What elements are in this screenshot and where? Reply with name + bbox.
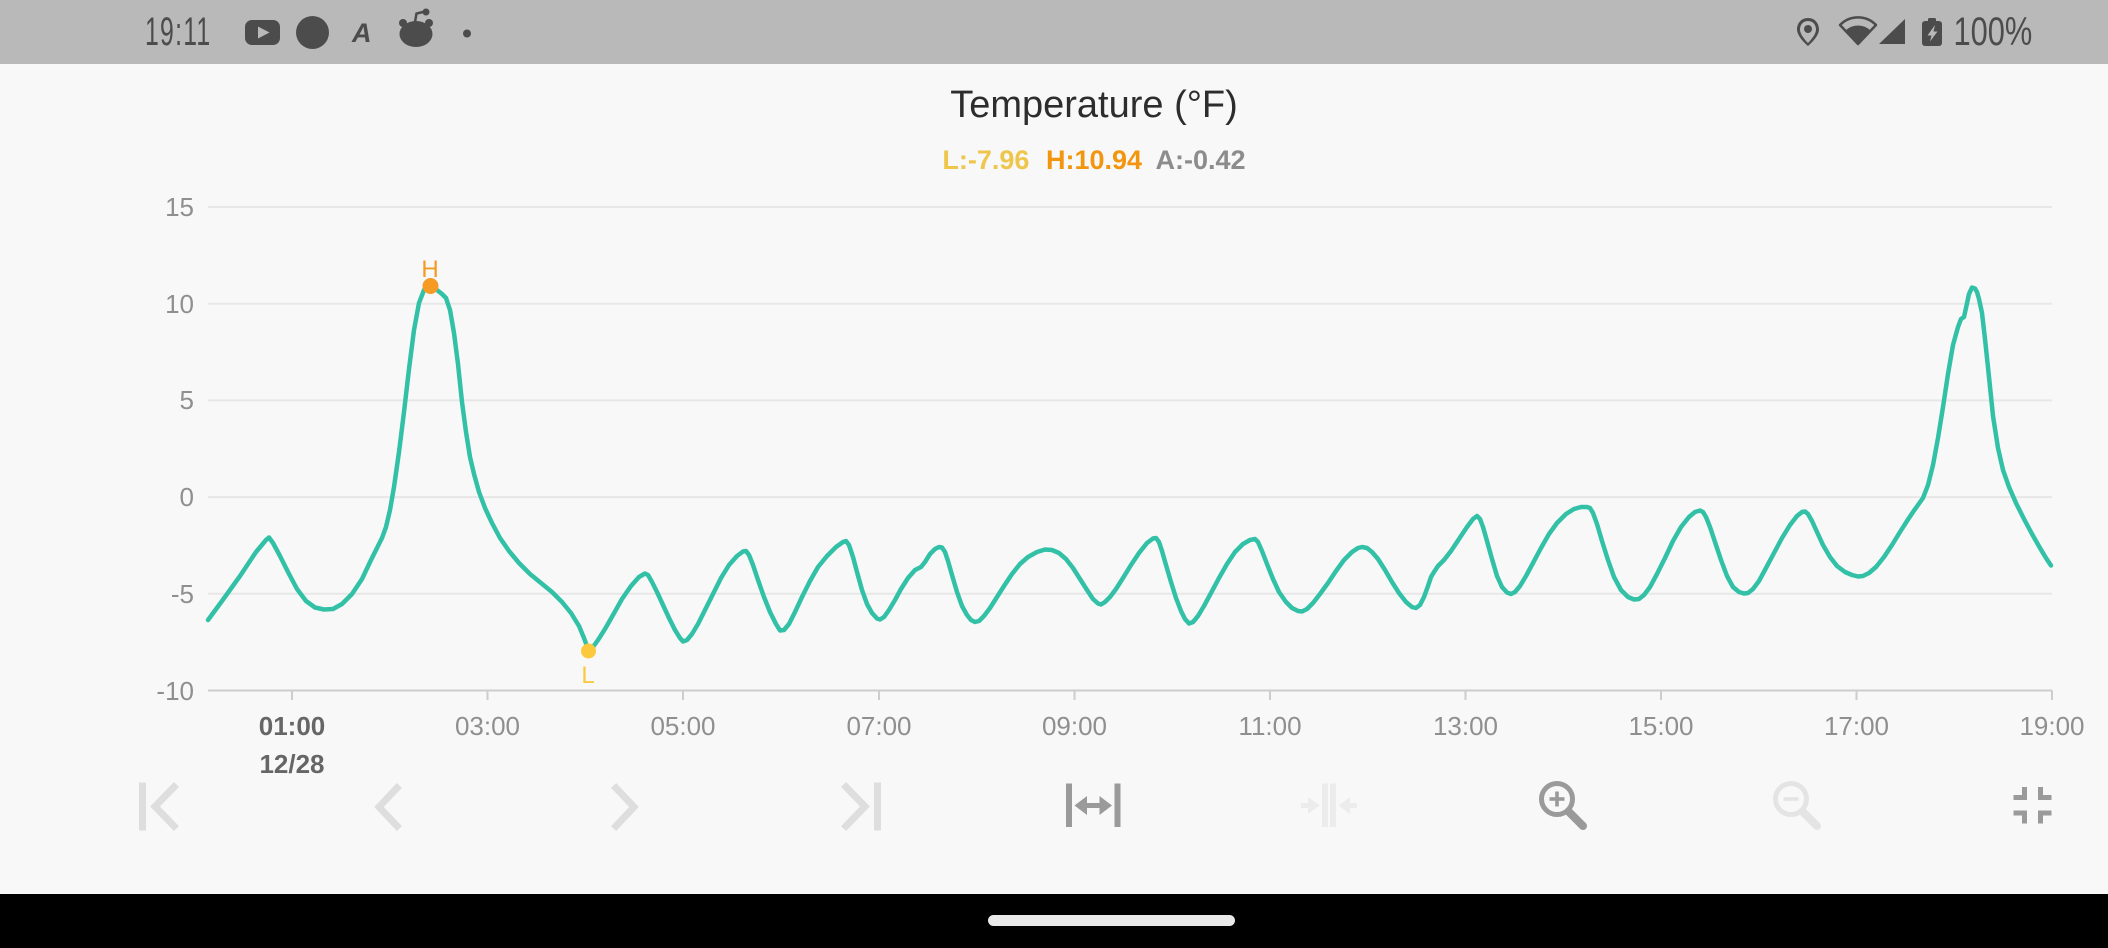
svg-text:A: A [351,18,372,48]
svg-text:H: H [421,256,438,283]
svg-text:L: L [581,662,594,689]
